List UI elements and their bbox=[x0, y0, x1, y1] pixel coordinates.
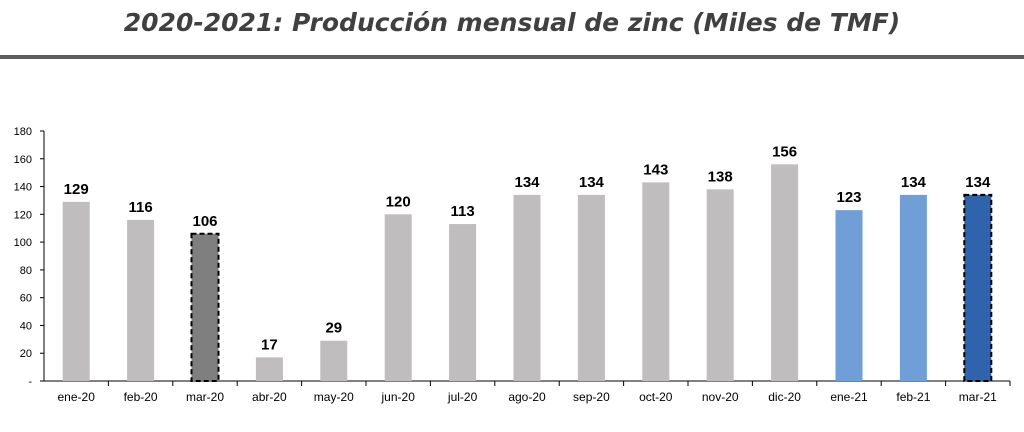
x-tick-label: may-20 bbox=[314, 390, 354, 404]
bar bbox=[127, 219, 155, 381]
data-label: 123 bbox=[836, 189, 861, 206]
x-tick-label: jul-20 bbox=[447, 390, 478, 404]
data-label: 17 bbox=[261, 336, 278, 353]
data-label: 134 bbox=[965, 174, 991, 191]
data-label: 29 bbox=[325, 320, 342, 337]
x-tick-label: ago-20 bbox=[508, 390, 546, 404]
data-label: 156 bbox=[772, 143, 797, 160]
x-tick-label: abr-20 bbox=[252, 390, 287, 404]
y-tick-label: 80 bbox=[20, 265, 32, 277]
title-divider bbox=[0, 55, 1024, 59]
y-tick-label: 120 bbox=[14, 209, 32, 221]
y-tick-label: 100 bbox=[14, 237, 32, 249]
x-tick-label: dic-20 bbox=[768, 390, 801, 404]
y-tick-label: 20 bbox=[20, 348, 32, 360]
data-label: 143 bbox=[643, 161, 668, 178]
bar bbox=[642, 182, 670, 381]
data-label: 134 bbox=[901, 174, 927, 191]
x-tick-label: oct-20 bbox=[639, 390, 673, 404]
x-tick-label: ene-21 bbox=[830, 390, 868, 404]
y-tick-label: 60 bbox=[20, 293, 32, 305]
x-tick-label: mar-20 bbox=[186, 390, 224, 404]
y-tick-label: 140 bbox=[14, 182, 32, 194]
bar bbox=[963, 193, 993, 382]
x-tick-label: mar-21 bbox=[959, 390, 997, 404]
y-tick-label: 180 bbox=[14, 126, 32, 138]
x-tick-label: jun-20 bbox=[381, 390, 416, 404]
bar bbox=[513, 194, 541, 381]
data-label: 134 bbox=[514, 174, 540, 191]
data-label: 138 bbox=[708, 168, 733, 185]
bar bbox=[384, 214, 412, 381]
bar bbox=[835, 210, 863, 381]
bar bbox=[62, 201, 90, 381]
bar bbox=[255, 357, 283, 381]
x-tick-label: ene-20 bbox=[58, 390, 96, 404]
bar bbox=[190, 232, 220, 382]
data-label: 129 bbox=[64, 181, 89, 198]
data-label: 116 bbox=[128, 199, 152, 216]
y-tick-label: - bbox=[28, 376, 32, 388]
x-tick-label: sep-20 bbox=[573, 390, 610, 404]
bar bbox=[706, 189, 734, 381]
chart-title: 2020-2021: Producción mensual de zinc (M… bbox=[123, 8, 901, 37]
bar bbox=[449, 224, 477, 381]
bar bbox=[771, 164, 799, 381]
data-label: 113 bbox=[450, 203, 474, 220]
bar bbox=[899, 194, 927, 381]
bar bbox=[320, 340, 348, 381]
y-tick-label: 40 bbox=[20, 320, 32, 332]
x-tick-label: feb-20 bbox=[124, 390, 158, 404]
data-label: 134 bbox=[579, 174, 605, 191]
data-label: 120 bbox=[386, 193, 411, 210]
data-label: 106 bbox=[192, 213, 217, 230]
x-tick-label: feb-21 bbox=[896, 390, 930, 404]
y-tick-label: 160 bbox=[14, 154, 32, 166]
x-tick-label: nov-20 bbox=[702, 390, 739, 404]
bar bbox=[577, 194, 605, 381]
